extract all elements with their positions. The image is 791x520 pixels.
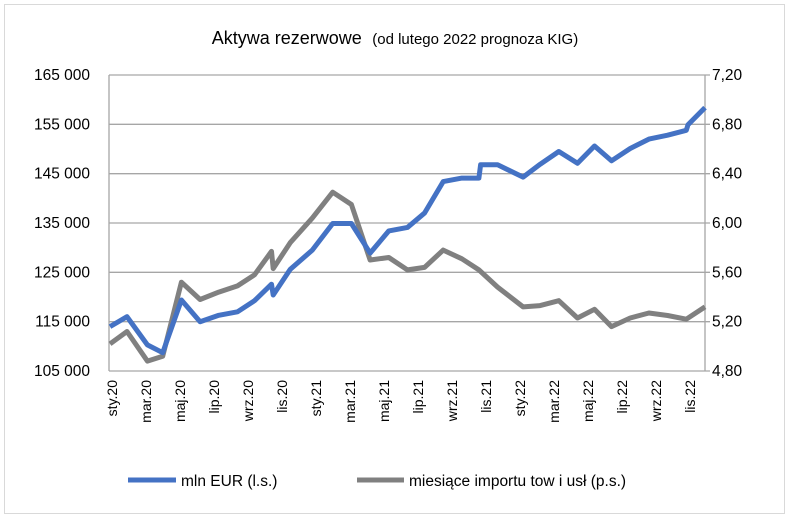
- x-tick-label: lis.22: [682, 380, 698, 413]
- legend: mln EUR (l.s.) miesiące importu tow i us…: [128, 473, 626, 490]
- right-tick-label: 5,60: [712, 264, 743, 281]
- x-tick-label: mar.22: [546, 380, 562, 423]
- series-line-import-months: [108, 189, 707, 364]
- right-tick-label: 7,20: [712, 67, 743, 84]
- x-tick-label: maj.20: [172, 380, 188, 422]
- right-tick-label: 5,20: [712, 314, 743, 331]
- left-tick-label: 165 000: [34, 67, 90, 84]
- x-tick-label: mar.21: [342, 380, 358, 423]
- chart-frame: [4, 4, 785, 514]
- left-tick-label: 135 000: [34, 215, 90, 232]
- x-tick-label: maj.22: [580, 380, 596, 422]
- left-tick-label: 115 000: [35, 314, 90, 331]
- series-lines: [108, 105, 707, 364]
- right-tick-label: 4,80: [712, 363, 743, 380]
- x-axis-ticks: sty.20 mar.20 maj.20 lip.20 wrz.20 lis.20 sty.…: [104, 380, 698, 423]
- legend-label-mln-eur: mln EUR (l.s.): [181, 473, 277, 490]
- x-tick-label: mar.20: [138, 380, 154, 423]
- x-tick-label: wrz.22: [648, 380, 664, 422]
- x-tick-label: wrz.21: [444, 380, 460, 422]
- x-tick-label: maj.21: [376, 380, 392, 422]
- x-tick-label: lip.22: [614, 380, 630, 414]
- x-tick-label: lis.20: [274, 380, 290, 413]
- chart-subtitle: (od lutego 2022 prognoza KIG): [372, 31, 578, 48]
- left-tick-label: 155 000: [34, 116, 90, 133]
- legend-label-import-months: miesiące importu tow i usł (p.s.): [409, 473, 626, 490]
- x-tick-label: sty.22: [512, 380, 528, 417]
- right-tick-label: 6,40: [712, 166, 743, 183]
- x-tick-label: lis.21: [478, 380, 494, 413]
- x-tick-label: lip.20: [206, 380, 222, 414]
- x-tick-label: sty.21: [308, 380, 324, 417]
- x-tick-label: wrz.20: [240, 380, 256, 422]
- chart-title: Aktywa rezerwowe (od lutego 2022 prognoz…: [212, 28, 578, 48]
- x-tick-label: lip.21: [410, 380, 426, 414]
- series-line-mln-eur: [108, 105, 707, 356]
- chart-title-main: Aktywa rezerwowe: [212, 28, 362, 48]
- x-tick-label: sty.20: [104, 380, 120, 417]
- left-tick-label: 125 000: [34, 264, 90, 281]
- right-tick-label: 6,80: [712, 116, 743, 133]
- right-tick-label: 6,00: [712, 215, 743, 232]
- left-axis-ticks: 105 000 115 000 125 000 135 000 145 000 155 0…: [34, 67, 90, 380]
- right-axis-ticks: 4,80 5,20 5,60 6,00 6,40 6,80 7,20: [712, 67, 743, 380]
- left-tick-label: 145 000: [34, 166, 90, 183]
- left-tick-label: 105 000: [34, 363, 90, 380]
